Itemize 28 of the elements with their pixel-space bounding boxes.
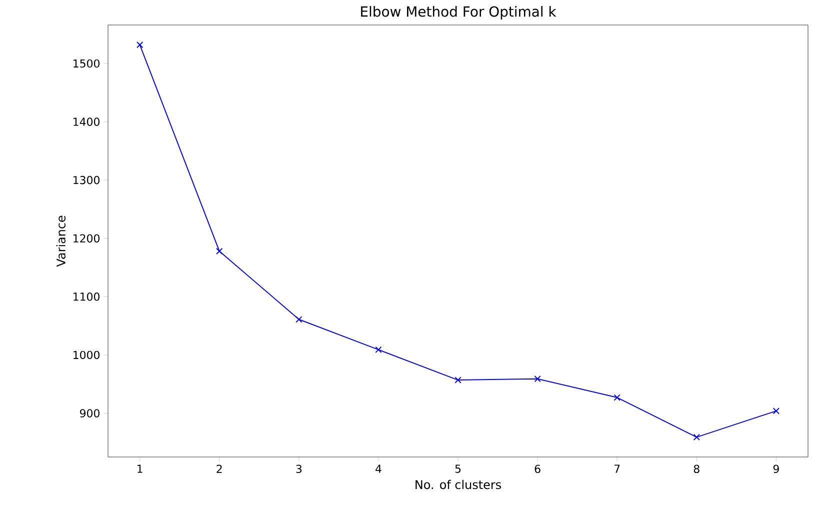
x-tick-label: 5 (455, 464, 461, 473)
x-tick-label: 7 (614, 464, 620, 473)
x-tick-label: 4 (376, 464, 382, 473)
point (454, 376, 462, 384)
x-tick-label: 2 (216, 464, 222, 473)
y-tick-label: 900 (80, 409, 100, 418)
y-tick-label: 1200 (74, 234, 100, 243)
x-tick-label: 9 (773, 464, 779, 474)
point (614, 394, 620, 401)
x-tick-label: 3 (296, 464, 302, 474)
x-axis-title: No. of clusters (416, 480, 501, 490)
y-tick-label: 1000 (74, 350, 100, 360)
x-tick-label: 6 (534, 464, 540, 474)
point (772, 408, 780, 414)
point (693, 434, 700, 440)
chart-title: Elbow Method For Optimal k (361, 6, 556, 20)
x-tick-label: 1 (138, 464, 142, 473)
point (296, 316, 302, 323)
y-axis-title: Variance (56, 216, 66, 267)
y-tick-label: 1300 (74, 176, 100, 184)
point (375, 346, 382, 354)
y-tick-label: 1400 (74, 118, 100, 126)
y-tick-label: 1100 (74, 292, 100, 301)
point (216, 248, 223, 255)
point (534, 376, 541, 382)
x-tick-label: 8 (694, 464, 700, 474)
point (136, 41, 144, 48)
y-tick-label: 1500 (74, 59, 100, 68)
